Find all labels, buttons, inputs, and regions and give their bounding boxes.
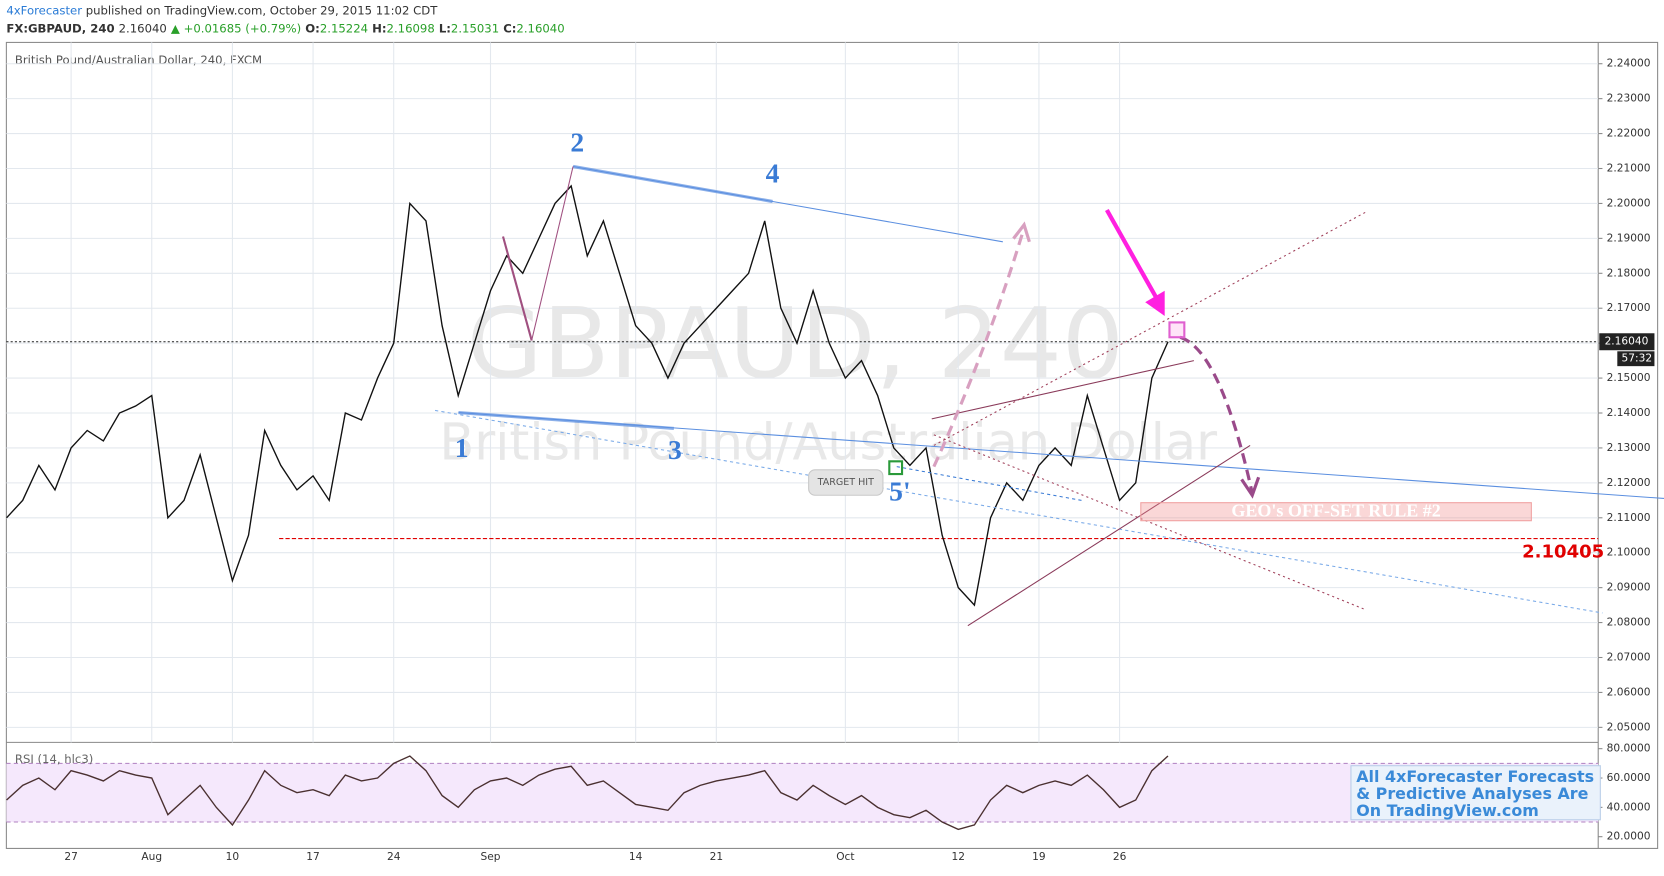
l-label: L:: [439, 21, 451, 35]
c-label: C:: [503, 21, 516, 35]
last-price-box: [1599, 333, 1655, 351]
wave-label: 4: [766, 157, 780, 188]
y-tick-label: 2.07000: [1607, 652, 1651, 664]
y-tick-label: 2.17000: [1607, 302, 1651, 314]
header-line-2: FX:GBPAUD, 240 2.16040 ▲ +0.01685 (+0.79…: [6, 21, 564, 35]
wave-label: 3: [668, 434, 682, 465]
y-tick-label: 2.09000: [1607, 582, 1651, 594]
wave-label: 1: [455, 432, 469, 463]
chart-title: British Pound/Australian Dollar, 240, FX…: [15, 53, 262, 67]
countdown-box: [1617, 351, 1655, 367]
open: 2.15224: [320, 21, 368, 35]
y-tick-label: 2.21000: [1607, 163, 1651, 175]
arrow-head: [1145, 290, 1165, 317]
countdown: 57:32: [1622, 353, 1653, 365]
x-tick-label: Oct: [836, 851, 854, 863]
trendline: [458, 410, 674, 431]
rsi-tick-label: 80.0000: [1607, 743, 1651, 755]
header-line-1: 4xForecaster published on TradingView.co…: [6, 3, 438, 17]
trendline: [501, 236, 533, 341]
close: 2.16040: [516, 21, 564, 35]
rsi-tick-label: 20.0000: [1607, 831, 1651, 843]
x-tick-label: 17: [306, 851, 319, 863]
pointer-arrow: [1105, 208, 1161, 304]
trendline: [572, 164, 773, 204]
promo-box: [1350, 765, 1601, 821]
promo-line: All 4xForecaster Forecasts: [1356, 767, 1594, 786]
y-tick-label: 2.14000: [1607, 407, 1651, 419]
y-tick-label: 2.08000: [1607, 617, 1651, 629]
last-price-label: 2.16040: [1605, 336, 1649, 348]
symbol: FX:GBPAUD, 240: [6, 21, 114, 35]
arrow-head: [1240, 476, 1261, 499]
high: 2.16098: [387, 21, 435, 35]
rsi-tick-label: 40.0000: [1607, 801, 1651, 813]
promo-line: On TradingView.com: [1356, 801, 1539, 820]
o-label: O:: [305, 21, 320, 35]
marker-box: [888, 460, 904, 476]
rsi-band: [6, 763, 1599, 823]
trendline: [931, 360, 1194, 420]
rsi-tick-label: 60.0000: [1607, 772, 1651, 784]
trendline: [435, 409, 1603, 614]
rsi-line: [6, 755, 1169, 831]
y-tick-label: 2.23000: [1607, 93, 1651, 105]
x-tick-label: Aug: [141, 851, 162, 863]
trendline: [531, 166, 574, 341]
plot: 2.05000 2.06000 2.07000 2.08000 2.09000 2.100…: [6, 58, 1655, 863]
trendline: [933, 434, 1366, 611]
target-badge: [808, 469, 884, 496]
x-tick-label: 10: [226, 851, 240, 863]
drawings: [435, 164, 1664, 627]
x-tick-label: 19: [1032, 851, 1045, 863]
author[interactable]: 4xForecaster: [6, 3, 82, 17]
y-tick-label: 2.19000: [1607, 232, 1651, 244]
frame: [5, 41, 1659, 849]
h-label: H:: [372, 21, 386, 35]
watermark-sub: British Pound/Australian Dollar: [439, 413, 1217, 472]
wave-label: 2: [570, 127, 584, 158]
y-tick-label: 2.05000: [1607, 721, 1651, 733]
promo-line: & Predictive Analyses Are: [1356, 784, 1588, 803]
y-tick-label: 2.10000: [1607, 547, 1651, 559]
x-tick-label: 26: [1113, 851, 1127, 863]
watermark: GBPAUD, 240: [467, 287, 1124, 401]
x-tick-label: 12: [952, 851, 965, 863]
marker-box: [1168, 321, 1186, 339]
trendline: [967, 444, 1251, 627]
level-label: 2.10405: [1522, 541, 1604, 562]
projection-arrow: [932, 227, 1026, 468]
price-line: [6, 184, 1169, 607]
y-tick-label: 2.12000: [1607, 477, 1651, 489]
y-tick-label: 2.20000: [1607, 197, 1651, 209]
change: ▲ +0.01685 (+0.79%): [171, 21, 301, 35]
rsi-title: RSI (14, hlc3): [15, 752, 93, 766]
trendline: [933, 211, 1367, 446]
x-tick-label: 21: [710, 851, 723, 863]
x-tick-label: Sep: [481, 851, 501, 863]
y-tick-label: 2.06000: [1607, 686, 1651, 698]
rule-box: [1140, 502, 1532, 522]
y-tick-label: 2.15000: [1607, 372, 1651, 384]
y-tick-label: 2.18000: [1607, 267, 1651, 279]
low: 2.15031: [451, 21, 499, 35]
rule-note: GEO's OFF-SET RULE #2: [1231, 500, 1440, 520]
grid: [6, 42, 1599, 743]
y-tick-label: 2.13000: [1607, 442, 1651, 454]
x-tick-label: 14: [629, 851, 643, 863]
published: published on TradingView.com, October 29…: [86, 3, 438, 17]
x-tick-label: 27: [64, 851, 77, 863]
target-note: TARGET HIT: [817, 477, 874, 488]
projection-arrow: [1179, 335, 1254, 494]
last: 2.16040: [119, 21, 167, 35]
x-tick-label: 24: [387, 851, 401, 863]
y-tick-label: 2.22000: [1607, 128, 1651, 140]
y-tick-label: 2.24000: [1607, 58, 1651, 70]
y-tick-label: 2.11000: [1607, 512, 1651, 524]
wave-label: 5': [889, 476, 910, 507]
arrow-head: [1012, 221, 1031, 243]
